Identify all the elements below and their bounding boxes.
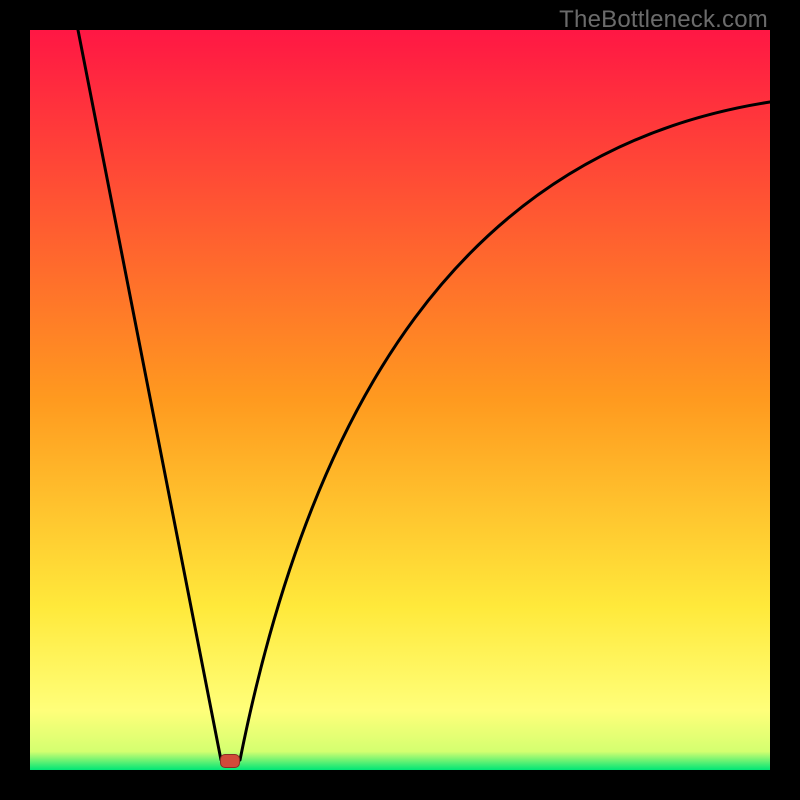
watermark-text: TheBottleneck.com bbox=[559, 6, 768, 34]
curve-group bbox=[78, 30, 770, 763]
optimum-marker bbox=[220, 754, 240, 768]
bottleneck-curve bbox=[0, 0, 800, 800]
curve-path bbox=[78, 30, 770, 763]
outer-frame: TheBottleneck.com bbox=[0, 0, 800, 800]
